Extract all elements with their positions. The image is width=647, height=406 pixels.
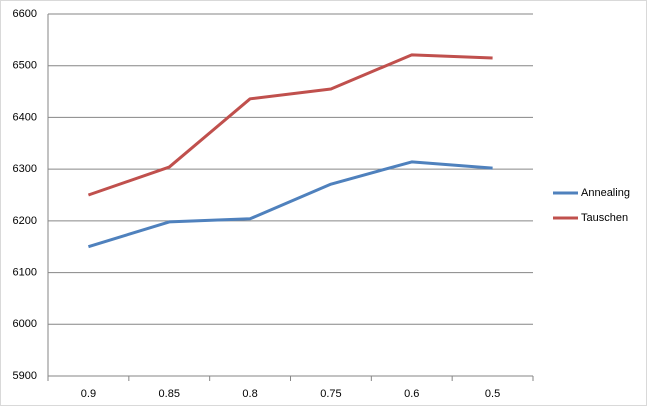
y-tick-label: 6500: [13, 60, 37, 72]
x-tick-label: 0.8: [242, 388, 257, 400]
legend-label: Annealing: [581, 187, 630, 199]
legend-label: Tauschen: [581, 212, 628, 224]
y-tick-label: 6600: [13, 8, 37, 20]
x-tick-label: 0.75: [320, 388, 341, 400]
y-tick-label: 6400: [13, 111, 37, 123]
x-tick-label: 0.9: [81, 388, 96, 400]
x-tick-label: 0.6: [404, 388, 419, 400]
y-tick-label: 6200: [13, 215, 37, 227]
y-tick-label: 6300: [13, 163, 37, 175]
series-line: [87, 160, 493, 249]
y-tick-label: 6000: [13, 318, 37, 330]
series-line: [87, 53, 493, 197]
x-tick-label: 0.5: [485, 388, 500, 400]
y-tick-label: 6100: [13, 266, 37, 278]
x-tick-label: 0.85: [159, 388, 180, 400]
y-tick-label: 5900: [13, 370, 37, 382]
